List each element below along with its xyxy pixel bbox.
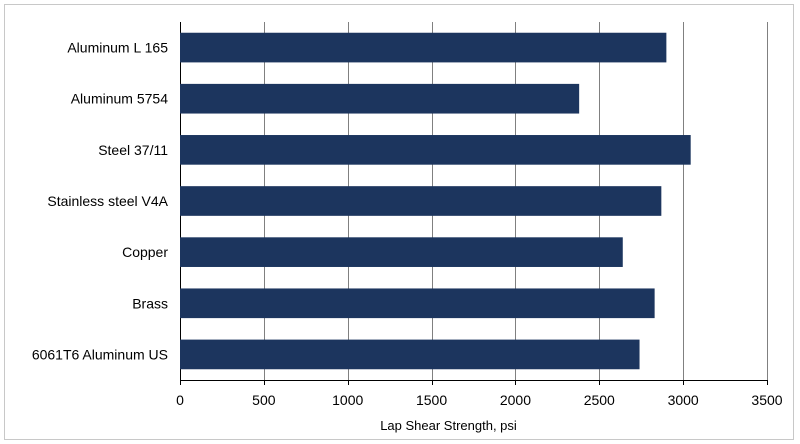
category-label: Steel 37/11: [98, 142, 168, 158]
bar: [180, 83, 580, 114]
bar: [180, 135, 691, 165]
category-labels: Aluminum L 165 Aluminum 5754 Steel 37/11 St…: [32, 40, 169, 363]
bar: [180, 288, 655, 319]
x-tick-label: 1500: [416, 392, 447, 408]
bar: [180, 339, 640, 370]
x-axis-title: Lap Shear Strength, psi: [380, 418, 517, 433]
category-label: Copper: [122, 244, 168, 260]
bars: [180, 32, 691, 370]
x-tick-label: 3500: [751, 392, 782, 408]
x-tick-label: 2000: [500, 392, 531, 408]
category-label: Aluminum 5754: [71, 91, 168, 107]
category-label: 6061T6 Aluminum US: [32, 346, 168, 362]
x-tick-label: 0: [176, 392, 184, 408]
x-tick-label: 2500: [584, 392, 615, 408]
category-label: Aluminum L 165: [67, 40, 168, 56]
category-label: Stainless steel V4A: [47, 193, 168, 209]
x-axis: 0 500 1000 1500 2000 2500 3000 3500: [176, 380, 783, 408]
x-tick-label: 500: [252, 392, 276, 408]
x-tick-label: 1000: [332, 392, 363, 408]
x-tick-label: 3000: [668, 392, 699, 408]
bar: [180, 32, 667, 63]
bar: [180, 237, 623, 267]
bar: [180, 186, 662, 216]
category-label: Brass: [132, 295, 168, 311]
